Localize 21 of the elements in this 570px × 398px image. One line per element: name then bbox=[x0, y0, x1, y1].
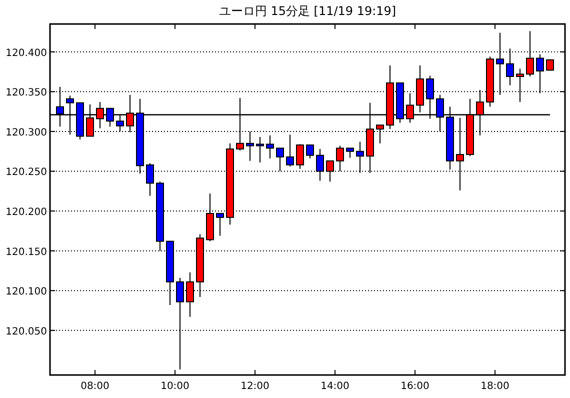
candlestick bbox=[306, 144, 314, 160]
y-tick-label: 120.300 bbox=[6, 127, 47, 138]
x-tick-label: 10:00 bbox=[160, 381, 190, 392]
y-tick-label: 120.150 bbox=[6, 246, 47, 258]
y-tick-label: 120.050 bbox=[6, 326, 47, 338]
y-tick-label: 120.250 bbox=[6, 167, 47, 178]
candlestick bbox=[266, 134, 274, 160]
candlestick bbox=[286, 134, 294, 167]
candlestick bbox=[346, 148, 354, 158]
x-tick-label: 12:00 bbox=[240, 381, 270, 392]
candlestick bbox=[546, 59, 554, 71]
y-tick-label: 120.400 bbox=[6, 48, 47, 59]
y-tick-label: 120.350 bbox=[6, 88, 47, 99]
chart-title: ユーロ円 15分足 [11/19 19:19] bbox=[218, 4, 396, 18]
y-tick-label: 120.100 bbox=[6, 286, 47, 298]
candlestick bbox=[256, 136, 264, 163]
x-tick-label: 14:00 bbox=[320, 381, 350, 392]
x-tick-label: 18:00 bbox=[480, 381, 510, 392]
x-tick-label: 08:00 bbox=[80, 381, 110, 392]
x-tick-label: 16:00 bbox=[400, 381, 430, 392]
y-tick-label: 120.200 bbox=[6, 207, 47, 218]
